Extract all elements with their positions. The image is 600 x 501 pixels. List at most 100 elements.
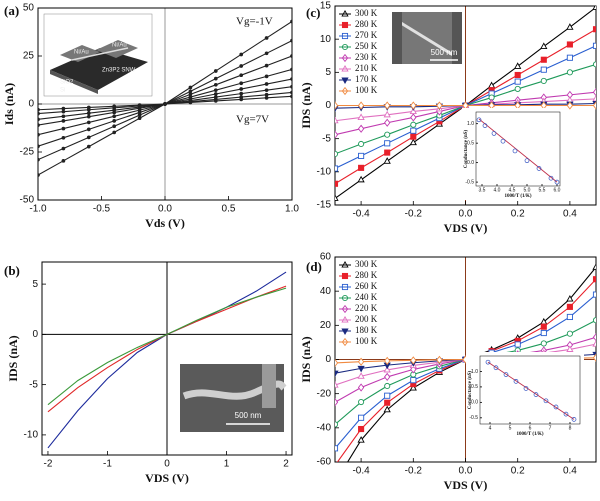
x-axis-label: VDS (V) [444, 478, 488, 492]
marker [264, 36, 269, 40]
x-tick-label: 8 [569, 425, 572, 431]
marker [540, 323, 547, 330]
y-tick-label: 60 [320, 252, 332, 263]
scatter-point [523, 386, 529, 391]
marker [592, 6, 596, 10]
device-inset: Ni/Au Ni/Au Zn3P2 SNW SiO2 Si [43, 13, 153, 97]
marker [112, 130, 117, 135]
marker [264, 96, 269, 100]
marker [592, 94, 596, 102]
marker [540, 42, 548, 49]
marker [213, 82, 218, 87]
marker [410, 356, 417, 365]
y-tick-label: 15 [320, 1, 332, 12]
marker [358, 398, 365, 406]
marker [592, 340, 596, 347]
x-tick-label: -0.2 [405, 466, 423, 477]
marker [239, 64, 244, 68]
legend-label: 260 K [355, 281, 378, 291]
marker [384, 382, 391, 390]
inset-label: Ni/Au [112, 43, 127, 49]
panel: 4 5 6 7 8 -0.5 0.0 0.5 1.0 1000/T (1/K) Conductanc… [466, 352, 584, 438]
x-tick-label: 5.0 [524, 187, 531, 193]
marker [264, 51, 269, 56]
marker [341, 328, 349, 336]
marker [38, 123, 40, 127]
y-tick-label: -5 [322, 133, 331, 144]
x-tick-label: -0.4 [352, 209, 370, 220]
y-tick-label: 10 [320, 34, 332, 45]
marker [357, 436, 365, 443]
marker [410, 133, 417, 140]
marker [357, 175, 365, 183]
marker [384, 372, 391, 382]
marker [213, 88, 218, 93]
marker [592, 26, 596, 33]
scatter-point [513, 378, 519, 384]
inset-background [462, 108, 564, 200]
sem-inset: 500 nm [392, 12, 462, 64]
marker [38, 144, 40, 149]
x-tick-label: 5.5 [539, 187, 546, 193]
marker [383, 157, 391, 164]
y-axis-label: Conductance (nS) [464, 130, 469, 169]
legend-label: 240 K [355, 292, 378, 302]
marker [335, 370, 339, 378]
marker [290, 94, 292, 99]
marker [137, 116, 142, 121]
x-tick-label: -0.2 [405, 209, 423, 220]
marker [592, 276, 596, 283]
x-tick-label: 4.0 [494, 187, 501, 193]
marker [358, 152, 365, 159]
series-group [38, 19, 292, 177]
marker [592, 61, 596, 68]
marker [61, 126, 66, 131]
marker [383, 405, 391, 413]
y-tick-label: 20 [320, 320, 332, 331]
marker [410, 377, 417, 384]
marker [566, 313, 573, 321]
y-tick-label: 5 [32, 279, 38, 290]
marker [38, 173, 40, 177]
marker [264, 82, 269, 86]
x-tick-label: -1.0 [29, 204, 47, 215]
scatter-point [512, 148, 518, 154]
marker [592, 317, 596, 324]
y-tick-label: -10 [24, 430, 39, 441]
x-tick-label: -1 [103, 459, 112, 470]
y-tick-label: -20 [317, 388, 332, 399]
marker [384, 149, 391, 156]
legend-label: 280 K [355, 19, 378, 29]
x-tick-label: -0.4 [352, 466, 370, 477]
x-axis-label: 1000/T (1/K) [505, 194, 532, 199]
scatter-point [485, 359, 491, 365]
marker [239, 91, 244, 96]
marker [384, 118, 391, 127]
marker [213, 69, 218, 73]
x-tick-label: 0.0 [459, 466, 473, 477]
marker [341, 64, 349, 72]
x-tick-label: 4 [489, 425, 492, 431]
marker [566, 294, 574, 302]
marker [514, 85, 521, 92]
y-tick-label: 0.5 [467, 140, 474, 146]
panel: -0.4 -0.2 0.0 0.2 0.4 -60 -40 -20 0 20 40 60 VDS (V)… [299, 252, 597, 492]
scatter-point [554, 179, 560, 185]
scatter-point [500, 138, 506, 144]
panel-label: (a) [4, 3, 19, 18]
legend-label: 230 K [355, 52, 378, 62]
sem-inset: 500 nm [180, 364, 287, 432]
x-tick-label: 0.2 [511, 466, 525, 477]
marker [357, 365, 365, 373]
fit-line [478, 118, 558, 183]
marker [61, 106, 66, 111]
marker [61, 146, 66, 151]
marker [409, 138, 417, 146]
scatter-point [533, 392, 539, 397]
y-tick-label: -0.5 [469, 415, 478, 421]
marker [188, 85, 193, 90]
y-tick-label: 0 [325, 100, 331, 111]
x-tick-label: 0 [164, 459, 170, 470]
x-axis-label: Vds (V) [145, 216, 185, 230]
marker [357, 357, 365, 366]
